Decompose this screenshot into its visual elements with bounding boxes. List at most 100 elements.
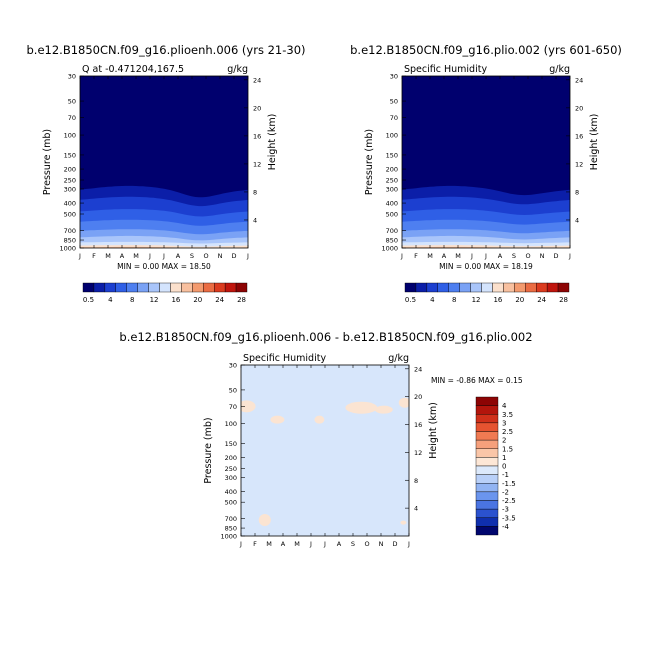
plot-units-label: g/kg — [388, 353, 409, 364]
x-tick-label: S — [190, 252, 194, 260]
y-tick-label: 50 — [390, 98, 398, 106]
colorbar-cell — [137, 282, 149, 293]
x-tick-label: J — [470, 252, 473, 260]
y-tick-label: 1000 — [381, 245, 398, 253]
x-tick-label: A — [442, 252, 447, 260]
y-tick-label: 150 — [225, 440, 237, 448]
x-tick-label: J — [400, 252, 403, 260]
colorbar-cell — [475, 483, 499, 493]
y-tick-label: 70 — [229, 403, 237, 411]
x-tick-label: J — [407, 540, 410, 548]
y-tick-label: 200 — [386, 166, 398, 174]
colorbar-cell — [148, 282, 160, 293]
colorbar-cell — [415, 282, 428, 293]
colorbar-cell — [224, 282, 237, 293]
y-tick-label: 400 — [64, 200, 76, 208]
colorbar-label: -2.5 — [502, 497, 516, 505]
colorbar-cell — [475, 491, 499, 501]
y-tick-label: 150 — [386, 151, 398, 159]
y-tick-label: 250 — [64, 177, 76, 185]
y2-tick-label: 16 — [575, 132, 583, 140]
colorbar-label: 28 — [237, 296, 246, 304]
colorbar-cell — [82, 282, 95, 293]
y-tick-label: 850 — [225, 525, 237, 533]
x-tick-label: A — [281, 540, 286, 548]
colorbar-cell — [437, 282, 449, 293]
x-tick-label: M — [266, 540, 272, 548]
colorbar-label: 24 — [215, 296, 224, 304]
colorbar-cell — [470, 282, 482, 293]
y2-tick-label: 12 — [575, 160, 583, 168]
colorbar-cell — [475, 431, 499, 441]
colorbar-label: 2 — [502, 437, 506, 445]
colorbar-label: 3 — [502, 419, 506, 427]
colorbar-cell — [525, 282, 537, 293]
y2-tick-label: 16 — [414, 421, 422, 429]
colorbar-cell — [475, 448, 499, 458]
y-tick-label: 850 — [64, 237, 76, 245]
y-tick-label: 100 — [64, 132, 76, 140]
positive-anomaly-patch — [270, 415, 285, 424]
positive-anomaly-patch — [400, 520, 407, 525]
y2-tick-label: 4 — [575, 216, 579, 224]
y2-axis-label: Height (km) — [428, 402, 439, 459]
x-tick-label: J — [246, 252, 249, 260]
x-tick-label: F — [92, 252, 96, 260]
colorbar-cell — [514, 282, 526, 293]
y2-tick-label: 12 — [414, 449, 422, 457]
y-tick-label: 700 — [225, 515, 237, 523]
y2-axis-label: Height (km) — [267, 114, 278, 171]
colorbar-label: 24 — [537, 296, 546, 304]
y-tick-label: 1000 — [59, 245, 76, 253]
min-max-readout: MIN = -0.86 MAX = 0.15 — [431, 376, 523, 385]
x-tick-label: N — [218, 252, 223, 260]
x-tick-label: D — [553, 252, 558, 260]
x-tick-label: D — [231, 252, 236, 260]
x-tick-label: M — [294, 540, 300, 548]
y-tick-label: 500 — [386, 211, 398, 219]
colorbar-cell — [536, 282, 548, 293]
x-tick-label: M — [133, 252, 139, 260]
colorbar-cell — [475, 457, 499, 467]
x-tick-label: O — [203, 252, 208, 260]
colorbar-label: 16 — [171, 296, 180, 304]
y-tick-label: 300 — [64, 185, 76, 193]
x-tick-label: M — [455, 252, 461, 260]
colorbar-label: 4 — [502, 402, 507, 410]
x-tick-label: J — [148, 252, 151, 260]
colorbar-label: 8 — [130, 296, 134, 304]
y2-tick-label: 12 — [253, 160, 261, 168]
colorbar-3: 43.532.521.510-1-1.5-2-2.5-3-3.5-4 — [475, 396, 516, 536]
colorbar-1: 0.5 4 8 12 16 20 24 28 — [82, 282, 248, 304]
y2-tick-label: 20 — [253, 104, 261, 112]
y-tick-label: 30 — [229, 362, 237, 370]
y-tick-label: 200 — [225, 454, 237, 462]
colorbar-label: -1.5 — [502, 480, 516, 488]
panel2-plot: J F M A M J J A S O N D J305070100150200250300400500… — [364, 64, 600, 271]
colorbar-cell — [235, 282, 248, 293]
colorbar-cell — [115, 282, 127, 293]
colorbar-2: 0.5 4 8 12 16 20 24 28 — [404, 282, 570, 304]
colorbar-label: 20 — [515, 296, 524, 304]
positive-anomaly-patch — [241, 400, 256, 413]
colorbar-cell — [481, 282, 493, 293]
colorbar-cell — [93, 282, 106, 293]
colorbar-cell — [475, 439, 499, 449]
y-tick-label: 70 — [390, 114, 398, 122]
positive-anomaly-patch — [374, 405, 393, 414]
panel3-title: b.e12.B1850CN.f09_g16.plioenh.006 - b.e1… — [119, 330, 532, 344]
x-tick-label: J — [162, 252, 165, 260]
colorbar-cell — [126, 282, 138, 293]
positive-anomaly-patch — [314, 415, 325, 424]
colorbar-cell — [475, 396, 499, 406]
x-tick-label: A — [498, 252, 503, 260]
x-tick-label: A — [120, 252, 125, 260]
y-tick-label: 250 — [386, 177, 398, 185]
y2-tick-label: 8 — [575, 188, 579, 196]
x-tick-label: S — [512, 252, 516, 260]
colorbar-cell — [426, 282, 439, 293]
colorbar-label: -1 — [502, 471, 509, 479]
min-max-readout: MIN = 0.00 MAX = 18.50 — [117, 262, 211, 271]
x-tick-label: N — [540, 252, 545, 260]
